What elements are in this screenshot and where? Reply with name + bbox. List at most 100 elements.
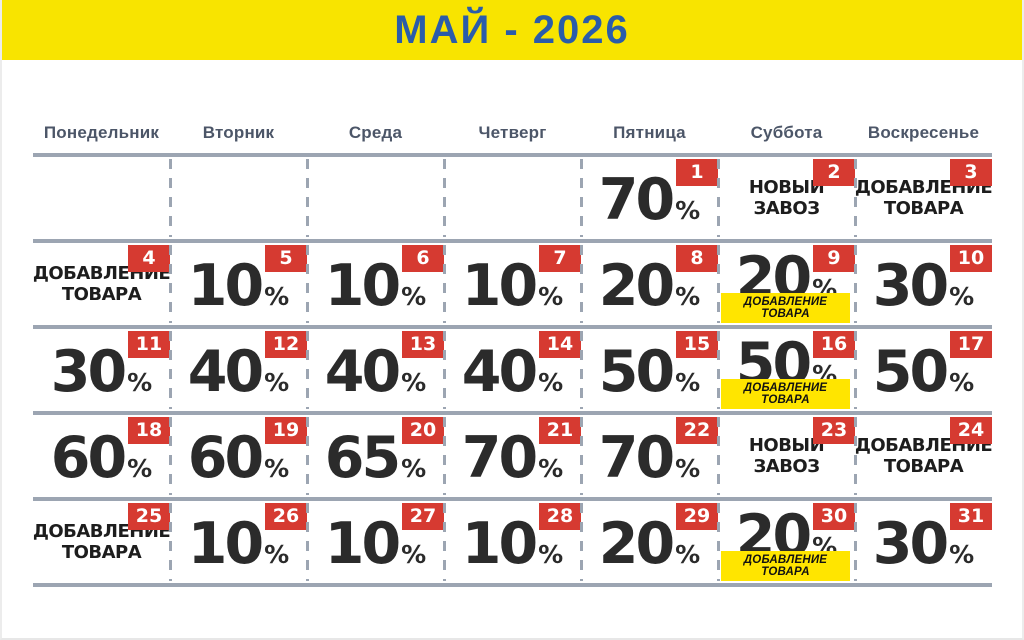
week-row: 4 ДОБАВЛЕНИЕ ТОВАРА 5 10% 6 10% 7 10% 8 20% 9 20% ДОБ… <box>33 239 992 325</box>
percent-sign: % <box>264 281 290 311</box>
discount-percent: 70% <box>599 171 701 228</box>
calendar-cell-empty <box>170 157 309 239</box>
percent-value: 30 <box>872 252 949 319</box>
percent-sign: % <box>264 539 290 569</box>
day-number-badge: 6 <box>402 245 444 272</box>
percent-value: 40 <box>461 338 538 405</box>
calendar-cell-day-14: 14 40% <box>444 329 583 411</box>
calendar-cell-day-30: 30 20% ДОБАВЛЕНИЕ ТОВАРА <box>718 501 857 583</box>
weekday-saturday: Суббота <box>750 122 823 142</box>
percent-value: 20 <box>598 252 675 319</box>
day-number-badge: 2 <box>813 159 855 186</box>
calendar-cell-day-17: 17 50% <box>855 329 992 411</box>
calendar-cell-day-12: 12 40% <box>170 329 309 411</box>
percent-sign: % <box>675 453 701 483</box>
percent-sign: % <box>949 281 975 311</box>
percent-sign: % <box>401 453 427 483</box>
discount-percent: 30% <box>872 252 975 319</box>
calendar-cell-day-20: 20 65% <box>307 415 446 497</box>
day-number-badge: 9 <box>813 245 855 272</box>
percent-sign: % <box>127 367 153 397</box>
calendar-cell-day-2: 2 НОВЫЙ ЗАВОЗ <box>718 157 857 239</box>
discount-percent: 30% <box>51 343 153 400</box>
percent-value: 10 <box>324 510 401 577</box>
calendar-cell-day-5: 5 10% <box>170 243 309 325</box>
percent-sign: % <box>538 281 564 311</box>
percent-value: 65 <box>324 424 401 491</box>
percent-sign: % <box>675 195 701 225</box>
day-text-line: НОВЫЙ <box>748 435 825 457</box>
percent-sign: % <box>675 367 701 397</box>
percent-value: 10 <box>324 252 401 319</box>
percent-sign: % <box>401 281 427 311</box>
day-text-line: ЗАВОЗ <box>753 456 820 477</box>
day-number-badge: 11 <box>128 331 170 358</box>
day-number-badge: 7 <box>539 245 581 272</box>
day-number-badge: 15 <box>676 331 718 358</box>
weekday-sunday: Воскресенье <box>867 122 980 142</box>
day-number-badge: 26 <box>265 503 307 530</box>
calendar-weeks: 1 70% 2 НОВЫЙ ЗАВОЗ 3 ДОБАВЛЕНИЕ ТОВАРА 4 ДОБАВЛЕ… <box>33 153 993 587</box>
calendar-cell-empty <box>444 157 583 239</box>
percent-value: 40 <box>187 338 264 405</box>
percent-value: 70 <box>461 424 538 491</box>
percent-value: 20 <box>598 510 675 577</box>
day-number-badge: 27 <box>402 503 444 530</box>
calendar-cell-day-19: 19 60% <box>170 415 309 497</box>
calendar-cell-day-27: 27 10% <box>307 501 446 583</box>
weekday-monday: Понедельник <box>43 122 160 142</box>
discount-percent: 40% <box>324 338 427 405</box>
day-number-badge: 31 <box>950 503 992 530</box>
percent-sign: % <box>675 281 701 311</box>
day-text-label: НОВЫЙ ЗАВОЗ <box>748 435 825 477</box>
calendar-cell-day-15: 15 50% <box>581 329 720 411</box>
discount-percent: 20% <box>598 252 701 319</box>
calendar-cell-day-31: 31 30% <box>855 501 992 583</box>
discount-percent: 10% <box>461 510 564 577</box>
highlight-label: ДОБАВЛЕНИЕ ТОВАРА <box>721 379 850 409</box>
week-row: 11 30% 12 40% 13 40% 14 40% 15 50% 16 50% ДОБАВЛЕНИЕ… <box>33 325 992 411</box>
calendar-cell-day-7: 7 10% <box>444 243 583 325</box>
calendar-cell-day-26: 26 10% <box>170 501 309 583</box>
calendar-cell-day-18: 18 60% <box>33 415 172 497</box>
calendar-cell-day-13: 13 40% <box>307 329 446 411</box>
month-banner: МАЙ - 2026 <box>2 0 1022 60</box>
highlight-label: ДОБАВЛЕНИЕ ТОВАРА <box>721 551 850 581</box>
discount-percent: 20% <box>598 510 701 577</box>
discount-percent: 10% <box>188 515 290 572</box>
percent-value: 10 <box>461 510 538 577</box>
calendar-cell-day-16: 16 50% ДОБАВЛЕНИЕ ТОВАРА <box>718 329 857 411</box>
percent-sign: % <box>538 367 564 397</box>
percent-value: 70 <box>598 424 675 491</box>
day-number-badge: 28 <box>539 503 581 530</box>
percent-sign: % <box>949 367 975 397</box>
discount-percent: 50% <box>873 343 975 400</box>
day-number-badge: 21 <box>539 417 581 444</box>
day-number-badge: 24 <box>950 417 992 444</box>
day-text-line: НОВЫЙ <box>748 177 825 199</box>
day-number-badge: 18 <box>128 417 170 444</box>
calendar-cell-day-21: 21 70% <box>444 415 583 497</box>
percent-sign: % <box>264 453 290 483</box>
day-number-badge: 13 <box>402 331 444 358</box>
week-row: 1 70% 2 НОВЫЙ ЗАВОЗ 3 ДОБАВЛЕНИЕ ТОВАРА <box>33 153 993 239</box>
percent-value: 40 <box>324 338 401 405</box>
percent-sign: % <box>401 367 427 397</box>
day-number-badge: 8 <box>676 245 718 272</box>
percent-sign: % <box>538 539 564 569</box>
day-number-badge: 30 <box>813 503 855 530</box>
percent-value: 10 <box>461 252 538 319</box>
day-number-badge: 29 <box>676 503 718 530</box>
month-title: МАЙ - 2026 <box>394 7 630 52</box>
calendar-cell-day-29: 29 20% <box>581 501 720 583</box>
day-number-badge: 14 <box>539 331 581 358</box>
day-number-badge: 17 <box>950 331 992 358</box>
weekday-friday: Пятница <box>613 122 686 142</box>
week-row: 18 60% 19 60% 20 65% 21 70% 22 70% 23 НОВЫЙ ЗАВОЗ 24 Д… <box>33 411 993 497</box>
discount-percent: 70% <box>461 424 563 491</box>
calendar-grid: Понедельник Вторник Среда Четверг Пятниц… <box>33 112 993 587</box>
weekday-wednesday: Среда <box>348 122 403 142</box>
day-number-badge: 1 <box>676 159 718 186</box>
percent-sign: % <box>675 539 701 569</box>
discount-percent: 60% <box>188 429 290 486</box>
